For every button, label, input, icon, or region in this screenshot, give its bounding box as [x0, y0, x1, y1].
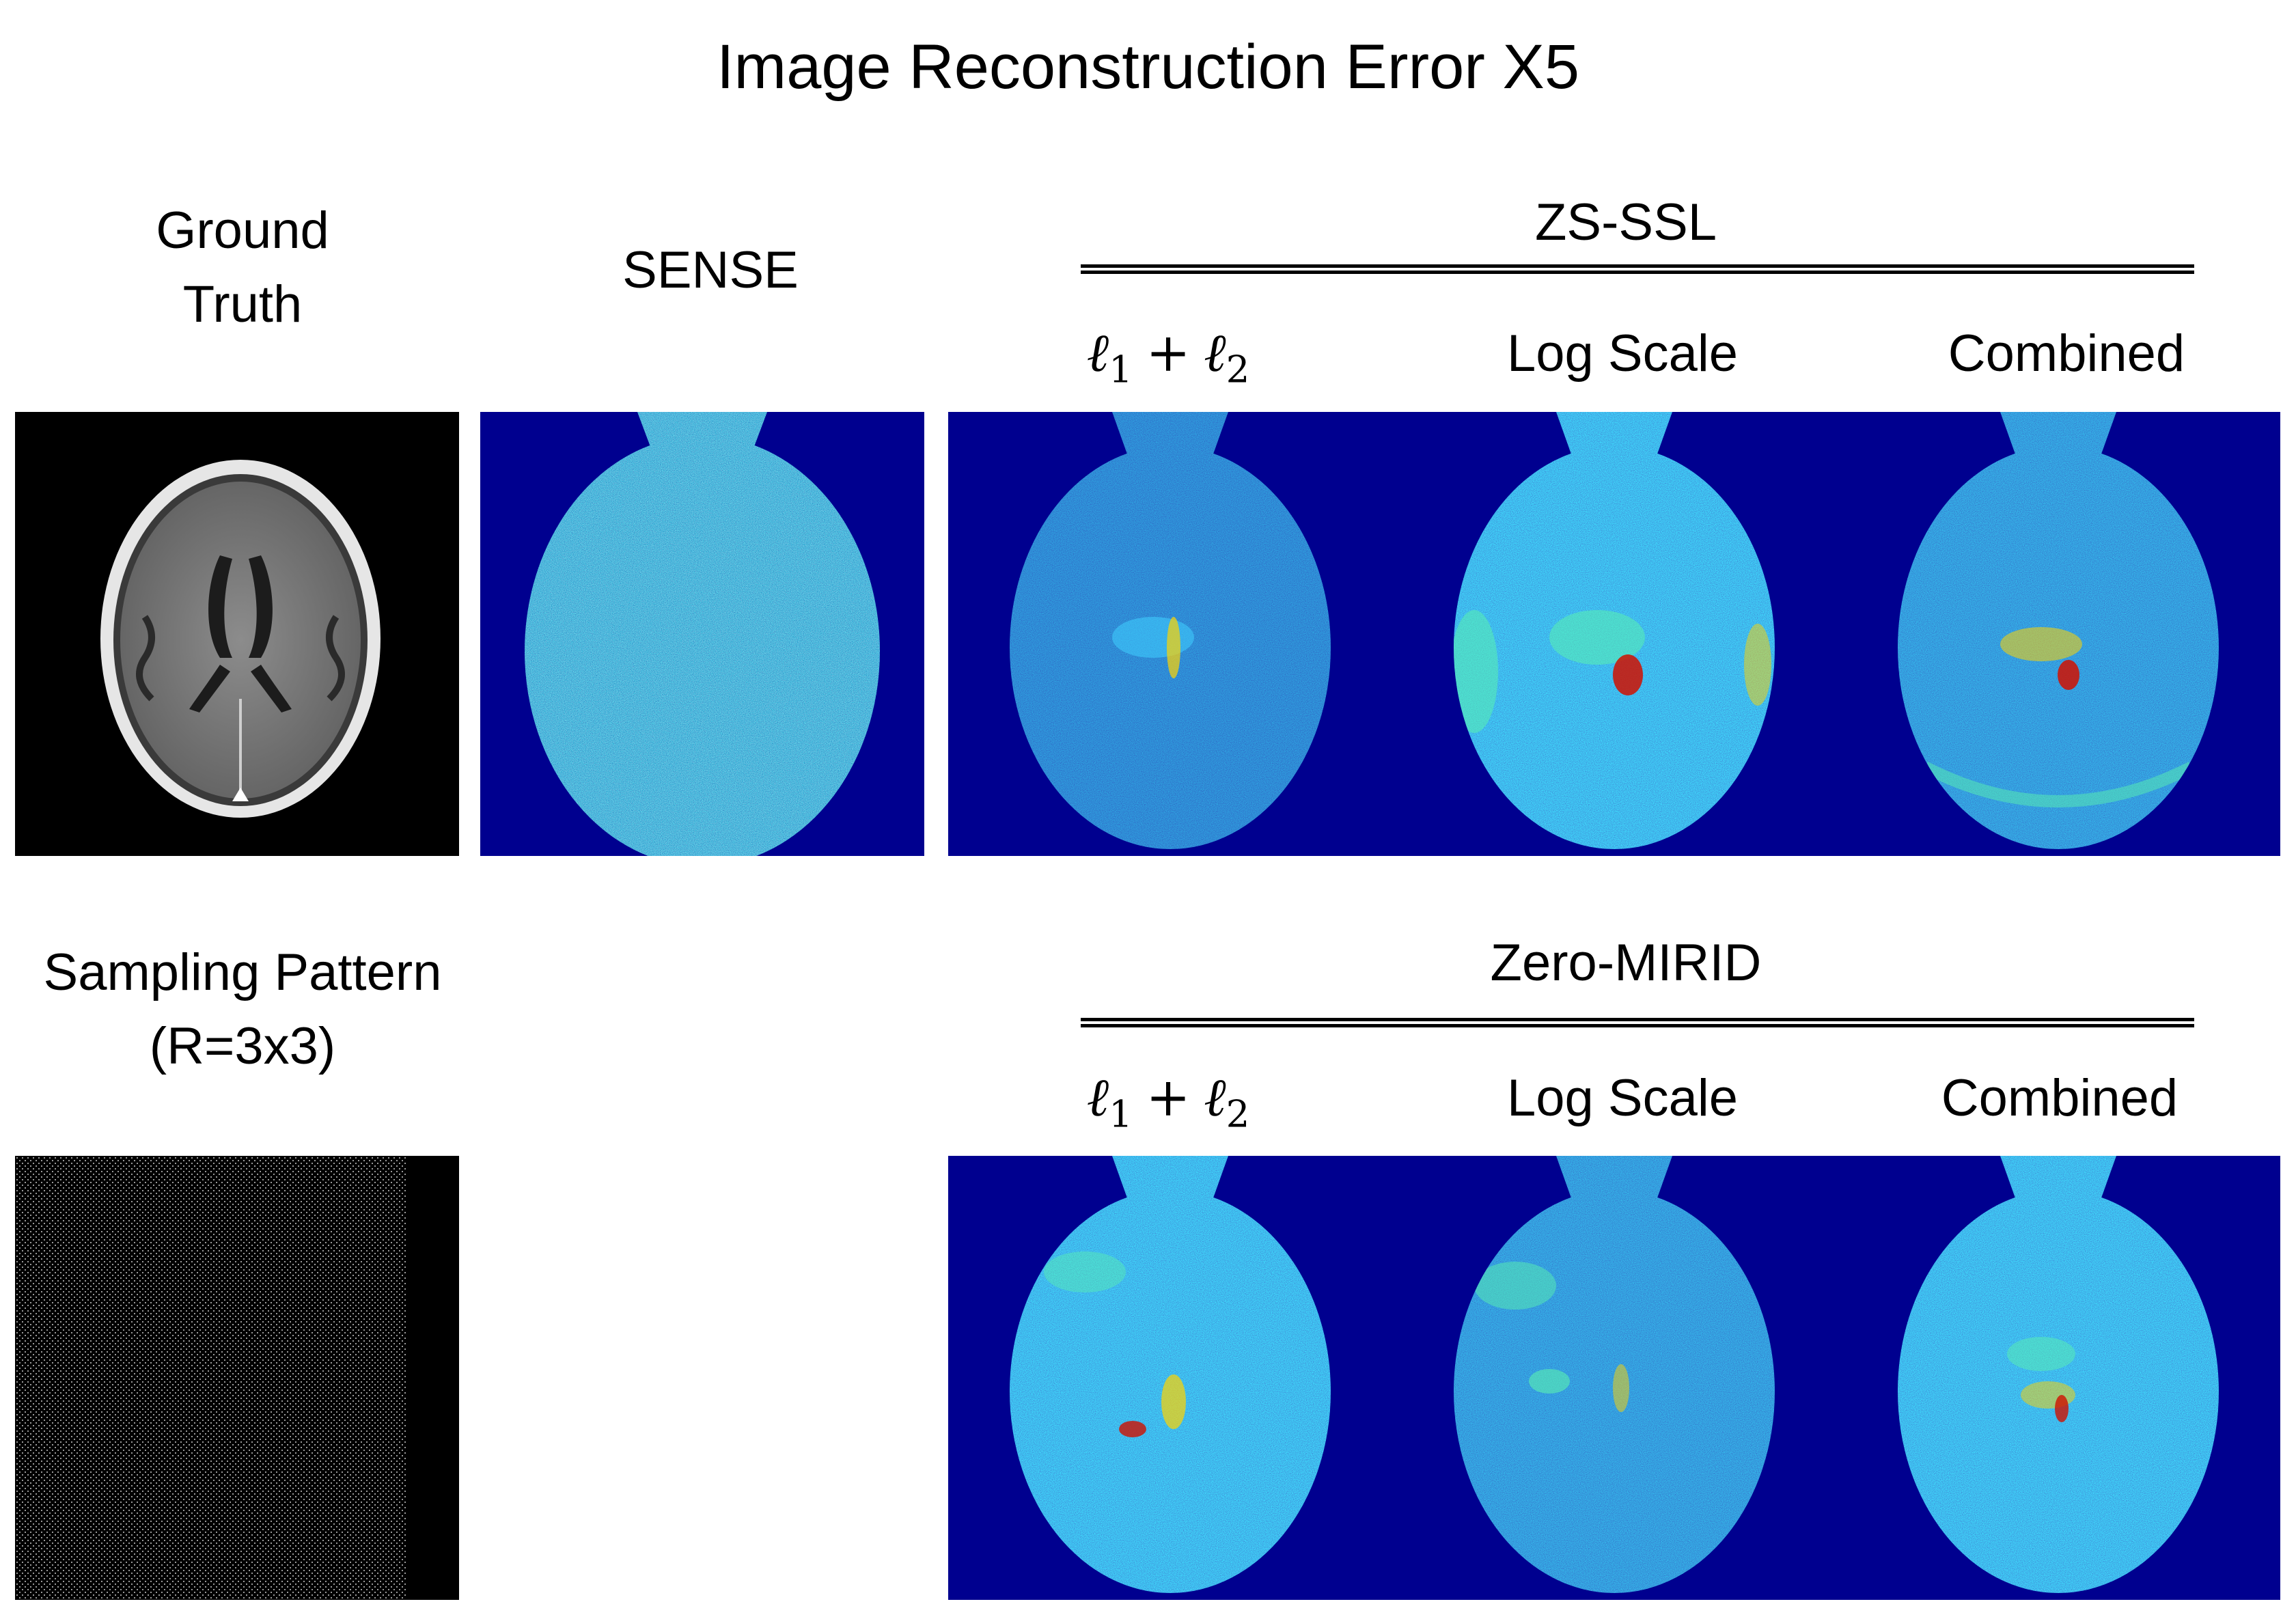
group-rule-zs-ssl — [1081, 264, 2194, 274]
index-two: 2 — [1226, 1092, 1250, 1136]
zs-ssl-l1-l2-error-map — [948, 412, 1392, 856]
ell-symbol: ℓ — [1086, 322, 1109, 384]
sense-error-map — [480, 412, 924, 856]
sampling-pattern-image — [15, 1156, 459, 1600]
zero-mirid-l1-l2-error-map — [948, 1156, 1392, 1600]
index-one: 1 — [1109, 1092, 1133, 1136]
index-one: 1 — [1109, 347, 1133, 391]
ell-symbol: ℓ — [1204, 1067, 1226, 1129]
index-two: 2 — [1226, 347, 1250, 391]
label-sampling-pattern: Sampling Pattern (R=3x3) — [43, 943, 442, 1075]
zero-mirid-log-scale-error-map — [1392, 1156, 1836, 1600]
group-title-zero-mirid: Zero-MIRID — [1490, 934, 1762, 992]
plus-operator: + — [1146, 1067, 1191, 1129]
figure-title: Image Reconstruction Error X5 — [717, 32, 1579, 102]
zero-mirid-combined-error-map — [1836, 1156, 2280, 1600]
column-title-l1-l2: ℓ1 + ℓ2 — [1025, 1071, 1312, 1133]
ell-symbol: ℓ — [1086, 1067, 1109, 1129]
ell-symbol: ℓ — [1204, 322, 1226, 384]
group-title-zs-ssl: ZS-SSL — [1534, 193, 1717, 251]
column-title-log-scale: Log Scale — [1506, 324, 1739, 383]
column-title-l1-l2: ℓ1 + ℓ2 — [1025, 327, 1312, 388]
group-rule-zero-mirid — [1081, 1018, 2194, 1027]
column-title-combined: Combined — [1948, 324, 2185, 383]
plus-operator: + — [1146, 322, 1191, 384]
ground-truth-mri-image — [15, 412, 459, 856]
label-sense: SENSE — [622, 241, 799, 299]
zs-ssl-combined-error-map — [1836, 412, 2280, 856]
label-ground-truth: Ground Truth — [156, 202, 329, 333]
column-title-combined: Combined — [1941, 1069, 2179, 1127]
zs-ssl-log-scale-error-map — [1392, 412, 1836, 856]
column-title-log-scale: Log Scale — [1506, 1069, 1739, 1127]
